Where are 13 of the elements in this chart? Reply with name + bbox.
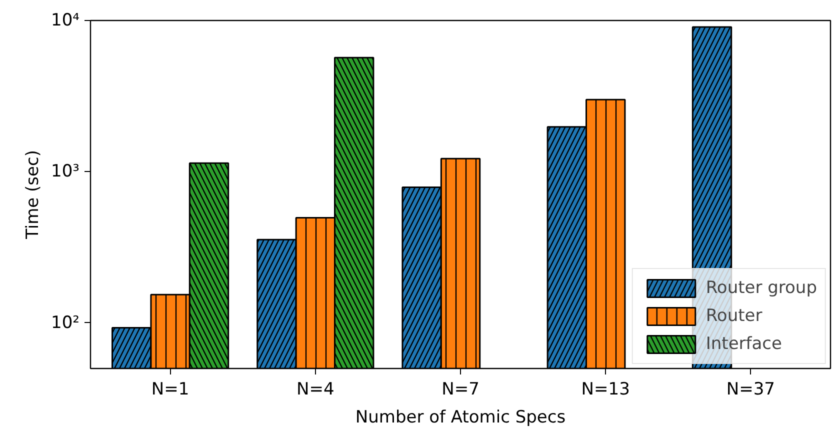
x-tick-label: N=13 bbox=[581, 380, 630, 400]
x-tick-label: N=7 bbox=[442, 380, 480, 400]
y-tick-label: 10³ bbox=[51, 162, 80, 182]
x-tick-label: N=4 bbox=[296, 380, 334, 400]
legend-label: Router group bbox=[706, 278, 817, 298]
x-axis-title: Number of Atomic Specs bbox=[355, 408, 566, 428]
y-axis-title: Time (sec) bbox=[23, 150, 44, 240]
y-tick-label: 10² bbox=[51, 312, 80, 333]
x-tick-label: N=1 bbox=[151, 380, 190, 400]
x-tick-label: N=37 bbox=[726, 380, 775, 400]
legend-label: Router bbox=[706, 306, 762, 326]
legend-label: Interface bbox=[706, 334, 782, 354]
y-tick-label: 10⁴ bbox=[51, 10, 80, 30]
